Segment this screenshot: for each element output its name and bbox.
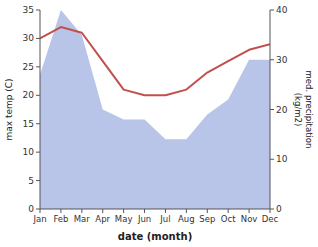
x-tick-label: Sep: [199, 214, 215, 224]
x-tick-label: Dec: [262, 214, 279, 224]
x-tick-label: Oct: [221, 214, 236, 224]
x-tick-label: Jan: [32, 214, 46, 224]
y2-tick-label: 40: [276, 5, 288, 15]
x-tick: [123, 209, 124, 213]
x-tick: [102, 209, 103, 213]
x-tick-label: May: [115, 214, 133, 224]
x-tick-label: Apr: [95, 214, 110, 224]
y2-tick: [270, 10, 274, 11]
y-tick-label: 30: [23, 33, 35, 43]
y-tick-label: 5: [28, 176, 34, 186]
y-tick-label: 25: [23, 62, 34, 72]
x-axis-label: date (month): [118, 231, 192, 242]
x-tick: [270, 209, 271, 213]
x-tick-label: Mar: [74, 214, 91, 224]
y-axis-line: [40, 10, 41, 209]
x-tick: [165, 209, 166, 213]
y-tick: [36, 180, 40, 181]
y-tick-label: 20: [23, 90, 35, 100]
x-tick: [186, 209, 187, 213]
y2-tick-label: 0: [276, 204, 282, 214]
x-tick-label: Feb: [53, 214, 68, 224]
y2-tick-label: 20: [276, 105, 288, 115]
y2-tick: [270, 209, 274, 210]
y-tick-label: 15: [23, 119, 34, 129]
x-tick: [81, 209, 82, 213]
x-tick: [228, 209, 229, 213]
y2-tick-label: 10: [276, 154, 288, 164]
chart-container: 0 5 10 15 20 25 30 35 0 10 20 30 40 Jan Feb Mar Apr May Ju…: [0, 0, 318, 247]
temperature-line: [40, 27, 270, 95]
y-tick: [36, 66, 40, 67]
x-tick-label: Aug: [178, 214, 195, 224]
x-tick: [144, 209, 145, 213]
y2-tick: [270, 59, 274, 60]
y-tick-label: 10: [23, 147, 35, 157]
y2-tick: [270, 109, 274, 110]
plot-area: [40, 10, 270, 209]
x-tick-label: Nov: [241, 214, 258, 224]
y-tick: [36, 10, 40, 11]
x-tick: [249, 209, 250, 213]
x-tick-label: Jul: [159, 214, 170, 224]
y2-axis-label: med. precipitation(kg/m2): [293, 71, 314, 149]
y-axis-label: max temp (C): [4, 78, 14, 140]
x-tick: [207, 209, 208, 213]
chart: 0 5 10 15 20 25 30 35 0 10 20 30 40 Jan Feb Mar Apr May Ju…: [0, 0, 318, 247]
y-tick: [36, 123, 40, 124]
y-tick: [36, 152, 40, 153]
x-axis-line: [40, 209, 270, 210]
y2-tick: [270, 159, 274, 160]
precipitation-area: [40, 10, 270, 209]
y-tick-label: 0: [28, 204, 34, 214]
x-tick: [60, 209, 61, 213]
y2-tick-label: 30: [276, 55, 288, 65]
x-tick-label: Jun: [137, 214, 151, 224]
y-tick: [36, 38, 40, 39]
y-tick-label: 35: [23, 5, 34, 15]
x-tick: [40, 209, 41, 213]
y-tick: [36, 209, 40, 210]
y-tick: [36, 95, 40, 96]
